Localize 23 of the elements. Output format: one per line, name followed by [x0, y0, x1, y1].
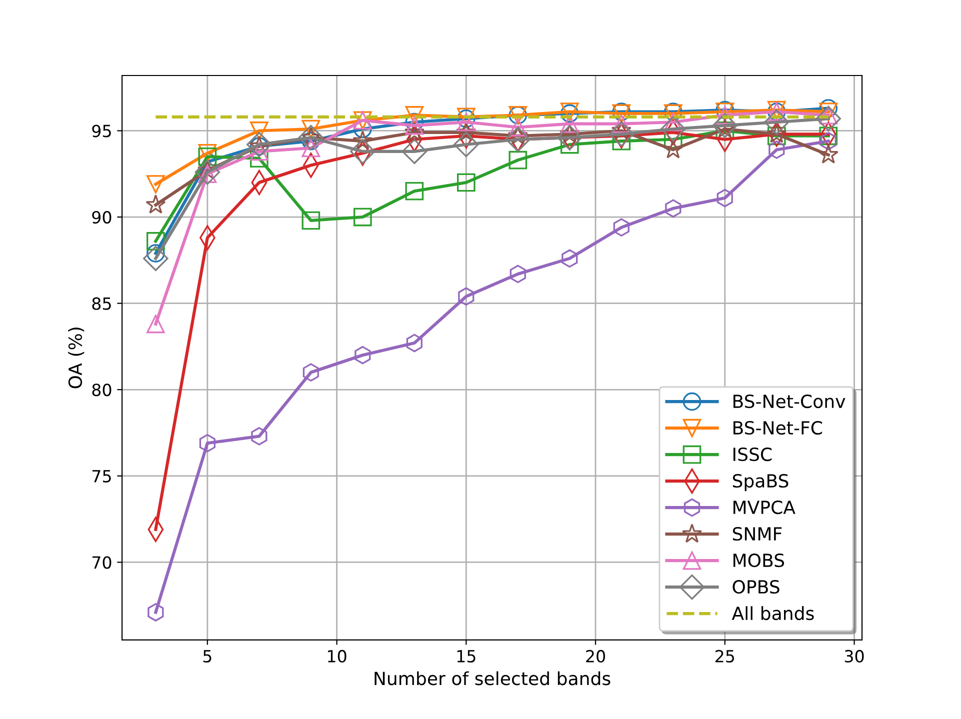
y-axis-title: OA (%): [68, 328, 84, 388]
legend-label: BS-Net-FC: [733, 420, 822, 435]
legend-label: BS-Net-Conv: [733, 394, 846, 408]
y-tick-label: 95: [92, 124, 111, 138]
y-tick-label: 75: [92, 470, 111, 483]
x-tick-label: 15: [457, 650, 476, 663]
legend-label: MVPCA: [733, 500, 796, 514]
legend-label: OPBS: [732, 580, 780, 594]
x-tick-label: 20: [586, 650, 606, 663]
legend-label: MOBS: [733, 554, 784, 568]
legend-label: ISSC: [733, 447, 772, 462]
x-tick-label: 25: [716, 650, 734, 663]
y-tick-label: 85: [92, 297, 111, 310]
y-tick-label: 90: [92, 210, 112, 224]
x-axis-title: Number of selected bands: [374, 671, 610, 686]
x-tick-label: 30: [844, 650, 864, 663]
x-tick-label: 10: [328, 650, 346, 663]
legend-label: All bands: [732, 606, 814, 620]
y-tick-label: 70: [92, 556, 112, 569]
y-tick-label: 80: [92, 384, 112, 396]
legend-label: SpaBS: [732, 474, 788, 492]
legend-label: SNMF: [732, 527, 782, 541]
x-tick-label: 5: [203, 650, 212, 663]
